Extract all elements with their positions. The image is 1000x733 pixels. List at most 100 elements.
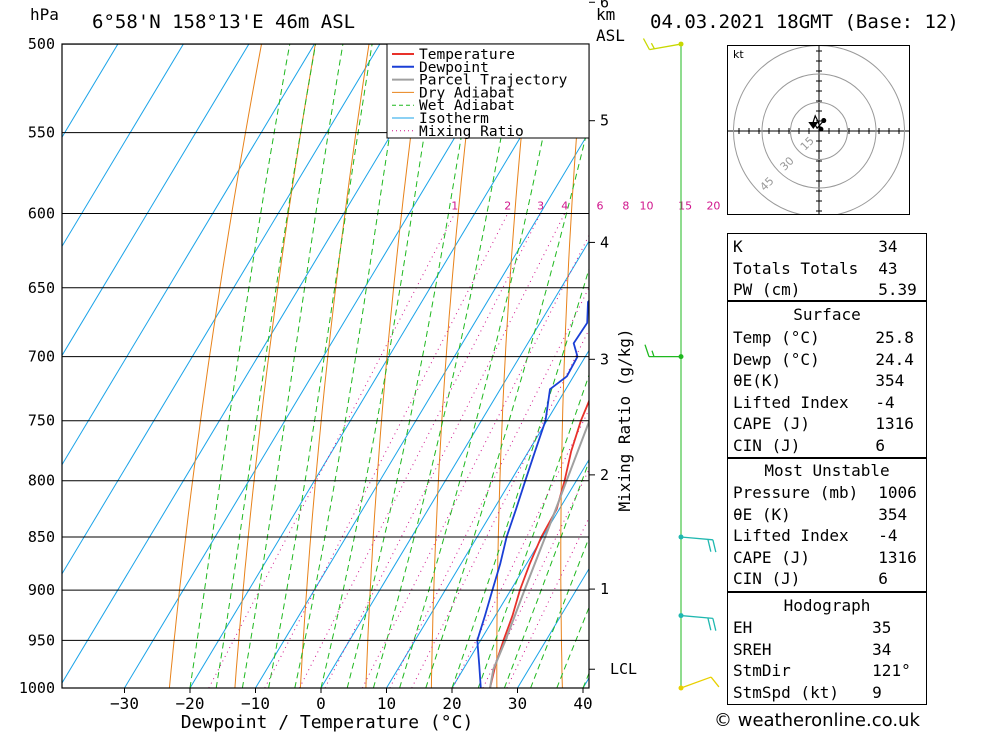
index-row-totals: Totals Totals 43 (729, 258, 925, 280)
index-label: Temp (°C) (733, 328, 820, 347)
hodo-row: StmDir 121° (729, 660, 925, 682)
index-value: 25.8 (875, 328, 914, 347)
legend-label: Wet Adiabat (419, 98, 515, 114)
pressure-tick-label: 550 (28, 124, 55, 142)
wind-barb-half-flag (651, 350, 655, 357)
indices-hodo-table: EH 35 SREH 34 StmDir 121° StmSpd (kt) 9 (729, 617, 925, 703)
pressure-tick-label: 850 (28, 528, 55, 546)
index-value: 354 (875, 371, 905, 390)
index-value: -4 (878, 526, 898, 545)
mixing-ratio-line (389, 286, 589, 688)
index-label: Lifted Index (733, 392, 849, 412)
wind-barb (680, 676, 720, 689)
wind-barb-flag (707, 617, 712, 631)
indices-general-box (727, 233, 927, 301)
pressure-tick-label: 800 (28, 472, 55, 490)
index-label: θE(K) (733, 371, 782, 390)
wet-adiabat-line (530, 536, 589, 688)
mixing-ratio-line (324, 213, 566, 688)
wind-barb (644, 344, 681, 358)
pressure-tick-label: 1000 (19, 679, 55, 697)
isotherm-line (62, 44, 446, 684)
dry-adiabat-line (299, 44, 370, 688)
surface-row: Dewp (°C) 24.4 (729, 349, 925, 371)
hodograph-section-title: Hodograph (783, 596, 871, 615)
wind-barb (642, 38, 682, 51)
index-row-k: K 34 (729, 236, 925, 258)
isotherm-line (320, 240, 589, 688)
mixing-ratio-label: 15 (678, 199, 692, 212)
km-tick-label: 5 (600, 112, 609, 130)
index-label: PW (cm) (733, 280, 801, 299)
isotherm-line (124, 44, 512, 688)
index-label: θE (K) (733, 504, 791, 524)
mixing-ratio-line (361, 234, 589, 688)
mixing-ratio-label: 3 (537, 199, 544, 212)
mixing-ratio-line (208, 213, 456, 688)
hodo-row: SREH 34 (729, 639, 925, 661)
wind-barb-flag (707, 539, 712, 552)
index-label: Pressure (mb) (733, 483, 859, 502)
indices-surface-table: Temp (°C) 25.8 Dewp (°C) 24.4 θE(K) 354 Lif… (729, 327, 925, 456)
index-value: 9 (872, 682, 882, 702)
surface-row: θE(K) 354 (729, 370, 925, 392)
hodograph-ring-label: 45 (757, 174, 776, 193)
index-label: SREH (733, 639, 772, 659)
temperature-profile (489, 398, 589, 688)
wet-adiabat-line (503, 460, 589, 688)
x-tick-label: 40 (573, 694, 592, 713)
datetime-title: 04.03.2021 18GMT (Base: 12) (650, 11, 959, 33)
wet-adiabat-line (372, 44, 518, 688)
wet-adiabat-line (268, 44, 373, 688)
wet-adiabat-line (294, 44, 405, 688)
surface-section-title: Surface (793, 305, 861, 324)
isotherm-line (255, 131, 589, 688)
index-label: Lifted Index (733, 526, 849, 545)
x-tick-label: 30 (508, 694, 527, 713)
index-value: 34 (872, 639, 892, 659)
hodograph-ring-label: 30 (778, 154, 797, 173)
mixing-ratio-label: 4 (561, 199, 568, 212)
indices-mu-table: Pressure (mb) 1006 θE (K) 354 Lifted Index… (729, 482, 925, 590)
most-unstable-section-title: Most Unstable (764, 461, 890, 480)
index-label: CAPE (J) (733, 414, 811, 433)
index-value: 354 (878, 504, 908, 524)
wet-adiabat-line (215, 44, 317, 688)
mixing-ratio-label: 20 (706, 199, 720, 212)
surface-row: Temp (°C) 25.8 (729, 327, 925, 349)
location-title: 6°58'N 158°13'E 46m ASL (92, 11, 356, 33)
wind-barb-shaft (649, 43, 682, 51)
index-value: -4 (875, 392, 895, 412)
index-label: CAPE (J) (733, 547, 811, 567)
x-tick-label: −30 (110, 694, 139, 713)
isotherm-line (189, 44, 577, 688)
hodograph-ring (790, 102, 848, 160)
mu-row: CIN (J) 6 (729, 568, 925, 590)
skewt-plot-area (62, 44, 589, 688)
index-value: 121° (872, 661, 911, 680)
index-label: StmSpd (kt) (733, 682, 839, 702)
indices-hodo-box (727, 592, 927, 705)
hodograph-storm-motion-marker (808, 122, 819, 129)
wind-barb-flag (712, 539, 717, 553)
isotherm-line (62, 44, 184, 248)
index-value: 6 (875, 435, 886, 455)
index-value: 24.4 (875, 349, 914, 369)
isotherm-line (517, 567, 589, 688)
wind-barb-half-flag (650, 42, 655, 50)
pressure-tick-label: 750 (28, 412, 55, 430)
mixing-ratio-label: 6 (596, 199, 603, 212)
index-label: K (733, 237, 743, 256)
km-tick-label: 4 (600, 233, 609, 251)
legend-label: Mixing Ratio (419, 124, 524, 140)
x-tick-label: 20 (442, 694, 461, 713)
pressure-tick-label: 600 (28, 204, 55, 222)
index-label: StmDir (733, 661, 791, 680)
mixing-ratio-line (452, 408, 589, 688)
credit-link[interactable]: © weatheronline.co.uk (714, 710, 920, 731)
index-label: CIN (J) (733, 569, 801, 588)
isotherm-line (62, 44, 250, 357)
dewpoint-profile (476, 299, 589, 688)
